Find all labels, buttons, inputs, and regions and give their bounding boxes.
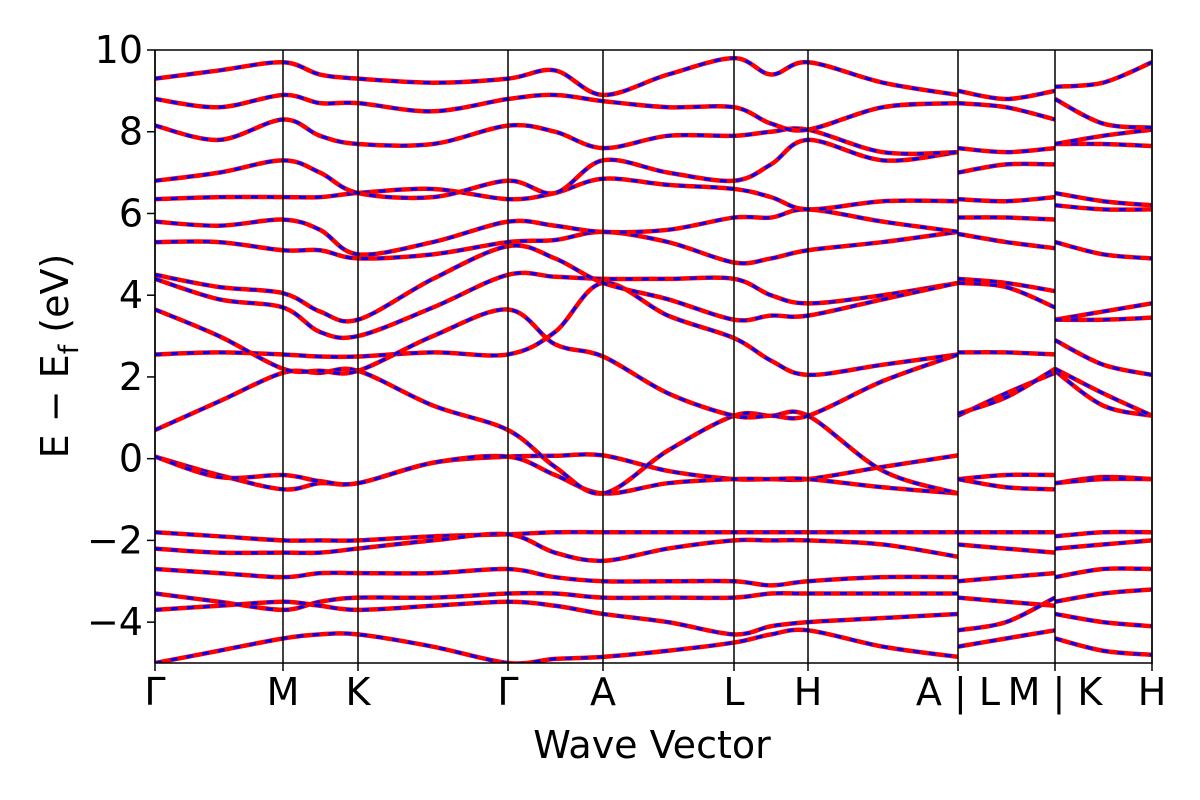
y-tick-label: 6 — [119, 191, 143, 235]
x-tick-label: A | L — [916, 670, 1000, 715]
x-tick-label: M — [267, 670, 300, 714]
y-axis-label: E − Ef (eV) — [33, 254, 85, 459]
y-label-unit: (eV) — [33, 254, 77, 345]
band-line-dash — [155, 596, 1152, 636]
band-line — [155, 627, 1152, 663]
y-tick-label: 4 — [119, 273, 143, 317]
x-tick-label: Γ — [144, 670, 165, 714]
band-line-dash — [155, 93, 1152, 132]
x-tick-label: Γ — [497, 670, 518, 714]
band-line — [155, 229, 1152, 266]
band-line-dash — [155, 530, 1152, 543]
x-axis-label: Wave Vector — [533, 723, 771, 767]
y-tick-label: −2 — [87, 518, 143, 562]
x-tick-label: H — [1138, 670, 1167, 714]
band-line — [155, 117, 1152, 157]
band-line-dash — [155, 177, 1152, 211]
y-label-main: E − E — [33, 354, 77, 458]
band-line — [155, 531, 1152, 564]
plot-frame — [154, 49, 1153, 664]
y-tick-label: 8 — [119, 110, 143, 154]
band-line-dash — [155, 307, 1152, 420]
x-tick-label: H — [794, 670, 823, 714]
band-line — [155, 137, 1152, 201]
band-line-dash — [155, 367, 1152, 495]
y-tick-label: 2 — [119, 355, 143, 399]
band-line-dash — [155, 203, 1152, 257]
band-line-dash — [155, 230, 1152, 265]
band-line-dash — [155, 281, 1152, 377]
y-label-sub: f — [54, 343, 85, 354]
band-line — [155, 307, 1152, 421]
band-line-dash — [155, 243, 1152, 323]
band-line-dash — [155, 628, 1152, 663]
band-line-dash — [155, 454, 1152, 495]
band-line-dash — [155, 532, 1152, 563]
band-line-dash — [155, 138, 1152, 200]
x-tick-label: K — [346, 670, 372, 714]
y-tick-label: 0 — [119, 437, 143, 481]
x-tick-label: L — [723, 670, 744, 714]
x-tick-label: M | K — [1008, 670, 1104, 715]
band-line-dash — [155, 56, 1152, 101]
y-tick-label: 10 — [95, 28, 143, 72]
y-tick-label: −4 — [87, 600, 143, 644]
band-line-dash — [155, 566, 1152, 587]
x-tick-label: A — [590, 670, 616, 714]
band-line-dash — [155, 271, 1152, 340]
plot-area — [155, 55, 1152, 663]
